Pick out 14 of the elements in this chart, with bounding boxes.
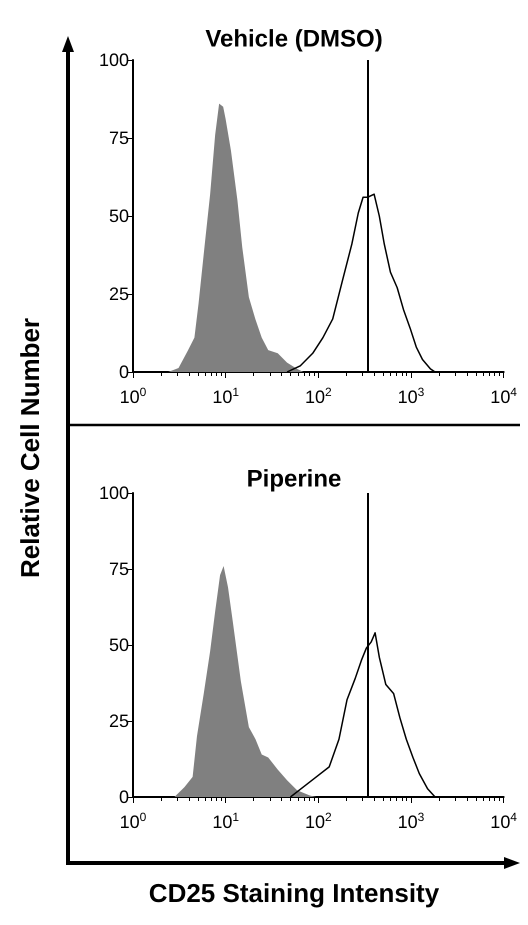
y-tick-label: 100 xyxy=(98,483,129,503)
y-tick-label: 75 xyxy=(108,128,129,148)
chart-title: Piperine xyxy=(246,466,342,492)
y-axis-title: Relative Cell Number xyxy=(15,318,45,578)
y-tick-label: 25 xyxy=(108,284,129,304)
y-tick-label: 50 xyxy=(108,206,129,226)
y-tick-label: 75 xyxy=(108,559,129,579)
y-tick-label: 25 xyxy=(108,711,129,731)
y-tick-label: 100 xyxy=(98,50,129,70)
y-tick-label: 0 xyxy=(118,362,129,382)
x-axis-title: CD25 Staining Intensity xyxy=(148,878,440,908)
y-tick-label: 50 xyxy=(108,635,129,655)
chart-title: Vehicle (DMSO) xyxy=(205,26,383,52)
y-tick-label: 0 xyxy=(118,787,129,807)
